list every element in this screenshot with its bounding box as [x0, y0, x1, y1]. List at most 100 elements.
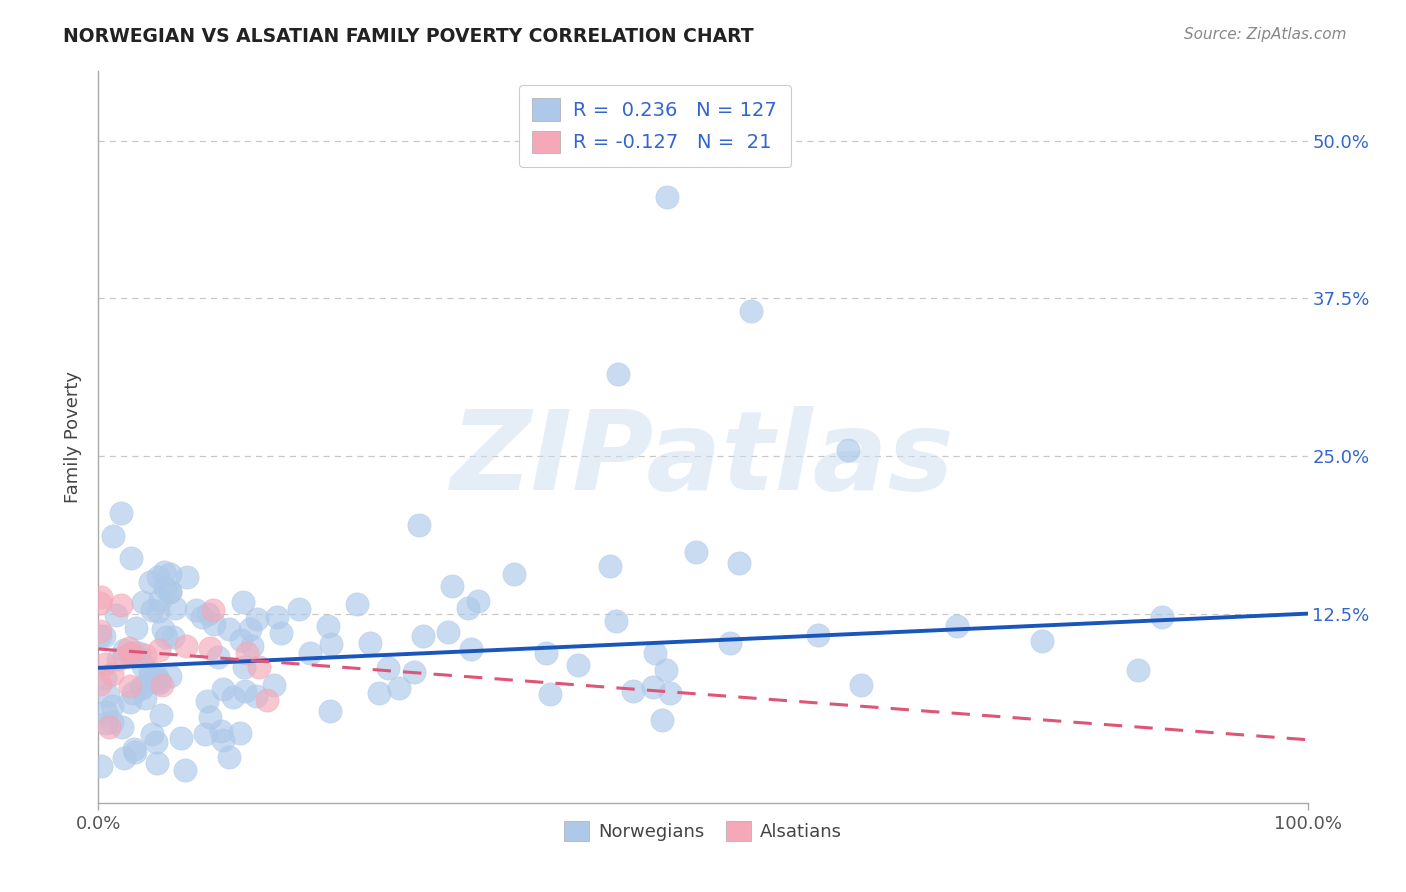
Norwegians [90, 759, 112, 773]
Norwegians [159, 669, 181, 683]
Alsatians [256, 693, 278, 707]
Norwegians [218, 622, 240, 636]
Norwegians [94, 671, 117, 685]
Norwegians [169, 731, 191, 745]
Norwegians [607, 367, 630, 381]
Text: NORWEGIAN VS ALSATIAN FAMILY POVERTY CORRELATION CHART: NORWEGIAN VS ALSATIAN FAMILY POVERTY COR… [63, 27, 754, 45]
Norwegians [120, 551, 142, 566]
Norwegians [124, 745, 146, 759]
Norwegians [288, 602, 311, 616]
Norwegians [232, 595, 254, 609]
Norwegians [246, 612, 269, 626]
Alsatians [89, 596, 111, 610]
Norwegians [101, 529, 124, 543]
Norwegians [148, 673, 170, 688]
Alsatians [94, 657, 117, 672]
Norwegians [145, 756, 167, 771]
Alsatians [235, 646, 257, 660]
Norwegians [129, 681, 152, 695]
Norwegians [467, 593, 489, 607]
Norwegians [139, 669, 162, 683]
Norwegians [319, 637, 342, 651]
Norwegians [141, 727, 163, 741]
Norwegians [107, 652, 129, 666]
Norwegians [1150, 610, 1173, 624]
Alsatians [89, 624, 111, 639]
Alsatians [89, 677, 111, 691]
Norwegians [231, 632, 253, 647]
Norwegians [101, 714, 124, 729]
Norwegians [233, 660, 256, 674]
Norwegians [388, 681, 411, 695]
Norwegians [659, 686, 682, 700]
Norwegians [162, 630, 184, 644]
Norwegians [93, 629, 115, 643]
Norwegians [122, 742, 145, 756]
Norwegians [718, 636, 741, 650]
Norwegians [655, 664, 678, 678]
Alsatians [148, 643, 170, 657]
Norwegians [1031, 633, 1053, 648]
Norwegians [149, 593, 172, 607]
Norwegians [145, 735, 167, 749]
Norwegians [104, 607, 127, 622]
Norwegians [155, 630, 177, 644]
Norwegians [441, 579, 464, 593]
Norwegians [229, 726, 252, 740]
Norwegians [849, 677, 872, 691]
Norwegians [134, 690, 156, 705]
Norwegians [807, 627, 830, 641]
Norwegians [197, 607, 219, 621]
Norwegians [460, 642, 482, 657]
Norwegians [245, 689, 267, 703]
Norwegians [655, 190, 678, 204]
Norwegians [118, 695, 141, 709]
Norwegians [139, 664, 162, 678]
Norwegians [148, 676, 170, 690]
Norwegians [641, 680, 664, 694]
Norwegians [122, 686, 145, 700]
Norwegians [209, 724, 232, 739]
Alsatians [201, 602, 224, 616]
Norwegians [118, 647, 141, 661]
Alsatians [247, 659, 270, 673]
Alsatians [200, 641, 222, 656]
Norwegians [534, 646, 557, 660]
Alsatians [90, 590, 112, 604]
Alsatians [134, 648, 156, 663]
Norwegians [408, 518, 430, 533]
Norwegians [165, 601, 187, 615]
Norwegians [207, 649, 229, 664]
Norwegians [125, 621, 148, 635]
Norwegians [194, 727, 217, 741]
Norwegians [368, 686, 391, 700]
Norwegians [319, 704, 342, 718]
Norwegians [238, 623, 260, 637]
Norwegians [131, 681, 153, 696]
Norwegians [212, 681, 235, 696]
Norwegians [122, 645, 145, 659]
Norwegians [685, 545, 707, 559]
Norwegians [233, 684, 256, 698]
Norwegians [402, 665, 425, 680]
Norwegians [538, 687, 561, 701]
Alsatians [120, 679, 142, 693]
Legend: Norwegians, Alsatians: Norwegians, Alsatians [557, 814, 849, 848]
Norwegians [110, 506, 132, 520]
Norwegians [152, 566, 174, 580]
Norwegians [359, 636, 381, 650]
Norwegians [152, 622, 174, 636]
Norwegians [174, 763, 197, 777]
Norwegians [218, 749, 240, 764]
Norwegians [377, 661, 399, 675]
Norwegians [94, 705, 117, 719]
Norwegians [316, 619, 339, 633]
Norwegians [198, 710, 221, 724]
Norwegians [567, 657, 589, 672]
Norwegians [837, 442, 859, 457]
Norwegians [132, 594, 155, 608]
Norwegians [112, 750, 135, 764]
Norwegians [155, 581, 177, 595]
Norwegians [184, 602, 207, 616]
Norwegians [437, 625, 460, 640]
